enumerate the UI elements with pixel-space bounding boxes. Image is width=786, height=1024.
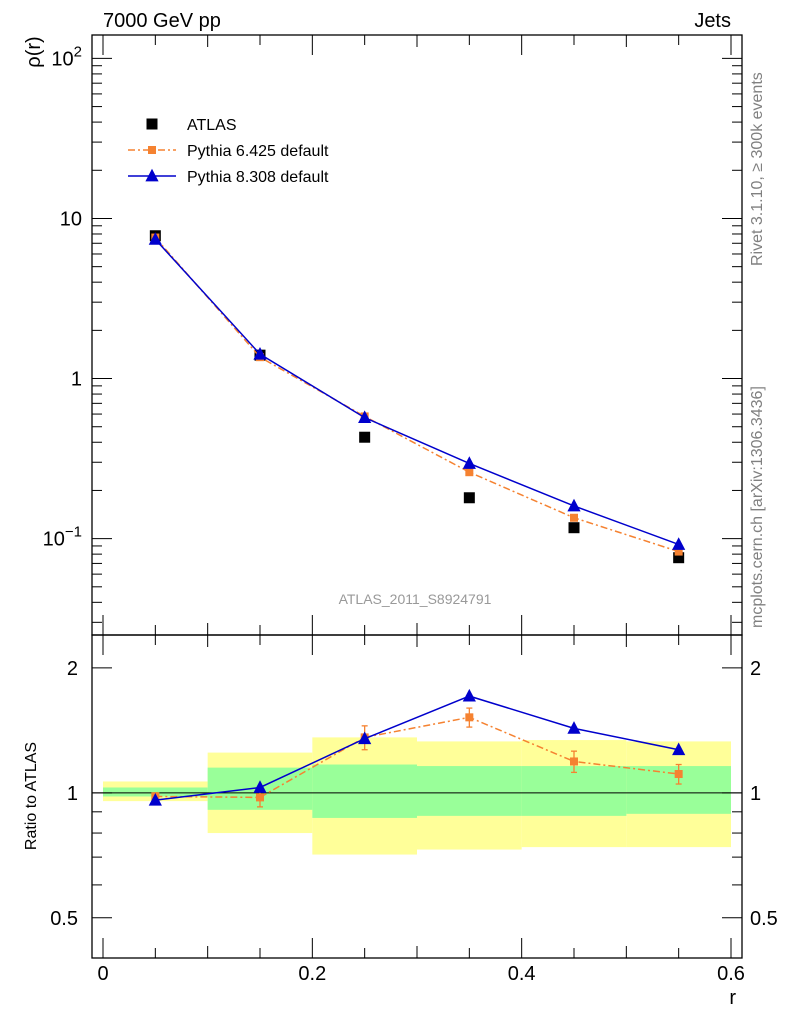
legend-item: ATLAS <box>146 117 237 134</box>
data-point <box>359 431 371 443</box>
legend-label: ATLAS <box>187 117 237 134</box>
data-point <box>674 547 683 556</box>
ratio-point <box>462 688 476 702</box>
legend-label: Pythia 6.425 default <box>187 143 329 160</box>
ratio-y-tick-label-left: 2 <box>67 658 78 680</box>
ratio-axis-ticks: 0.5 0.5 1 1 2 2 0 0.2 0.4 0.6 <box>50 635 778 985</box>
ratio-series-1 <box>148 688 686 806</box>
y-tick-label: 10 <box>60 208 82 230</box>
ratio-plot-series <box>148 688 686 808</box>
data-point <box>672 537 686 550</box>
ratio-y-tick-label-right: 0.5 <box>750 908 778 930</box>
data-point <box>358 410 372 424</box>
ratio-uncertainty-bands <box>103 737 731 855</box>
series-0 <box>149 230 685 564</box>
series-line <box>154 238 679 546</box>
data-point <box>462 456 476 469</box>
data-point <box>570 513 578 522</box>
data-point <box>148 232 162 245</box>
ratio-point <box>672 742 686 756</box>
ratio-y-axis-label: Ratio to ATLAS <box>23 742 40 850</box>
main-plot-series <box>148 230 686 564</box>
ratio-y-tick-label-left: 0.5 <box>50 908 78 930</box>
ratio-point <box>465 713 474 722</box>
ratio-point <box>358 731 372 745</box>
ratio-point <box>570 757 578 766</box>
band-inner-bin <box>103 787 208 797</box>
ratio-point <box>148 792 162 806</box>
ratio-y-tick-label-right: 1 <box>750 783 761 805</box>
data-point <box>253 346 267 360</box>
ratio-point <box>567 721 581 734</box>
analysis-watermark: ATLAS_2011_S8924791 <box>339 591 492 607</box>
x-tick-label: 0.6 <box>717 963 745 985</box>
ratio-point <box>674 770 683 779</box>
x-tick-label: 0 <box>97 963 108 985</box>
ratio-y-tick-label-left: 1 <box>67 783 78 805</box>
header-right: Jets <box>694 10 731 32</box>
data-point <box>463 492 475 504</box>
legend-label: Pythia 8.308 default <box>187 169 329 186</box>
data-point <box>673 552 685 564</box>
band-inner-bin <box>312 764 417 818</box>
band-inner-bin <box>521 766 627 816</box>
ratio-point <box>256 793 264 802</box>
series-line <box>154 237 679 553</box>
x-axis-label: r <box>729 987 736 1009</box>
y-tick-label: 10−1 <box>43 524 82 551</box>
legend-item: Pythia 6.425 default <box>128 143 329 160</box>
y-tick-label: 1 <box>71 369 82 391</box>
ratio-line <box>155 695 679 801</box>
legend-item: Pythia 8.308 default <box>128 168 329 186</box>
y-tick-label: 102 <box>51 43 82 70</box>
legend-marker <box>146 118 158 130</box>
data-point <box>568 522 580 534</box>
legend-marker <box>145 168 159 182</box>
data-point <box>567 498 581 512</box>
side-label-mcplots: mcplots.cern.ch [arXiv:1306.3436] <box>749 386 766 628</box>
side-label-rivet: Rivet 3.1.10, ≥ 300k events <box>749 72 766 266</box>
legend-marker <box>148 146 156 154</box>
main-y-axis-ticks: 102 10 1 10−1 <box>43 35 742 635</box>
header-left: 7000 GeV pp <box>103 10 221 32</box>
series-1 <box>151 233 683 556</box>
series-2 <box>148 232 686 550</box>
ratio-point <box>253 780 267 793</box>
legend: ATLAS Pythia 6.425 default Pythia 8.308 de… <box>128 117 329 186</box>
band-inner-bin <box>417 766 522 816</box>
x-tick-label: 0.4 <box>508 963 536 985</box>
data-point <box>465 468 474 477</box>
ratio-y-tick-label-right: 2 <box>750 658 761 680</box>
x-tick-label: 0.2 <box>298 963 326 985</box>
main-y-axis-label: ρ(r) <box>23 36 45 67</box>
